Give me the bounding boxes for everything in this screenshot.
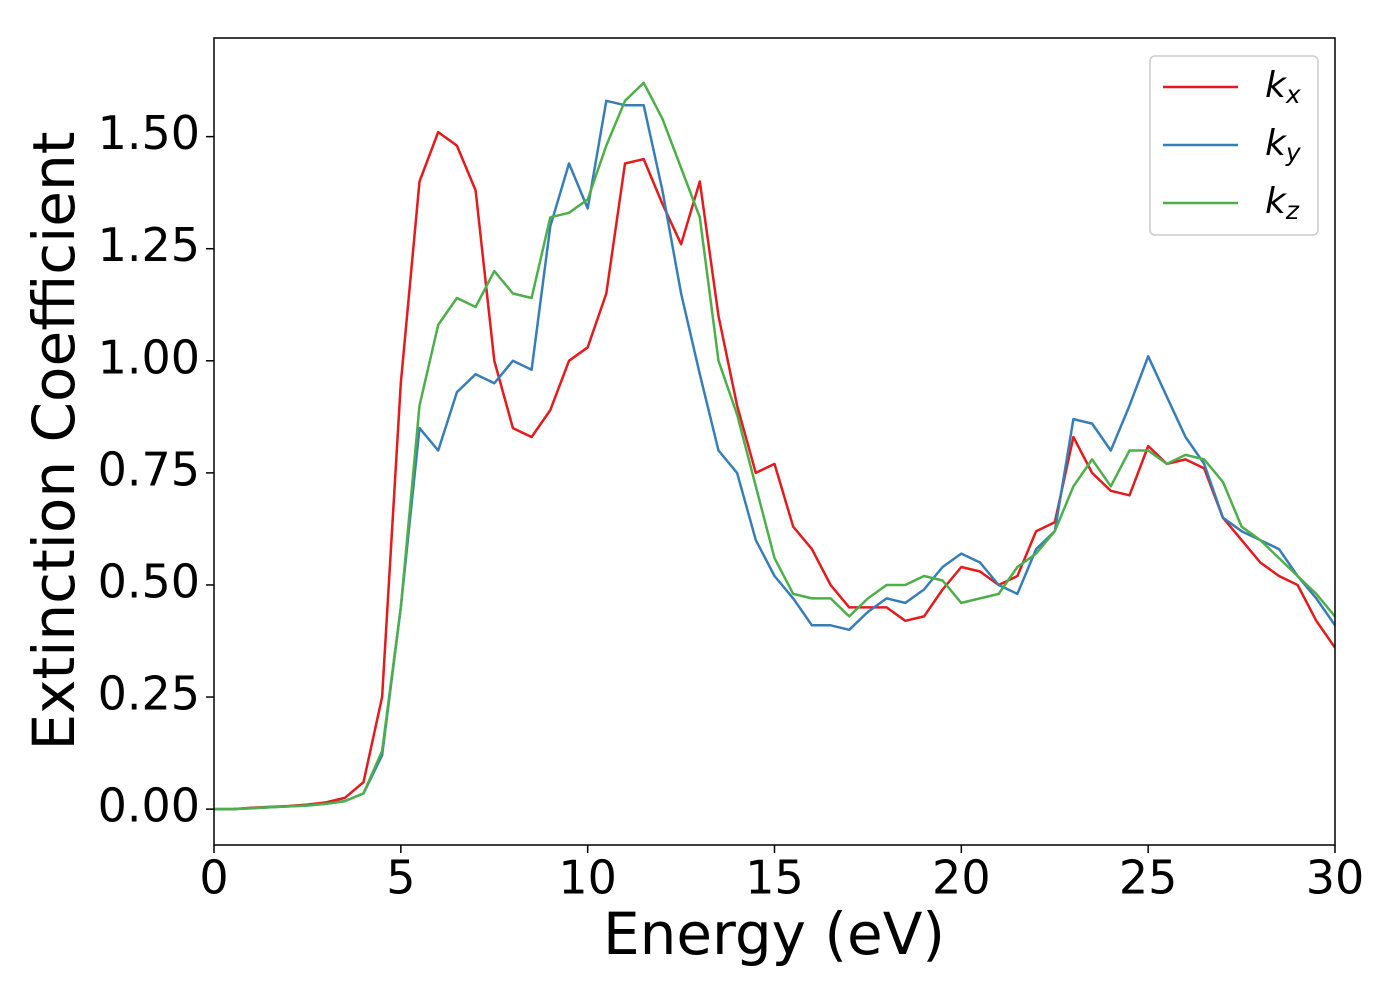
y-tick-label: 1.00 <box>98 330 200 384</box>
x-tick-label: 30 <box>1306 851 1365 905</box>
x-axis-label: Energy (eV) <box>603 900 945 968</box>
x-tick-label: 10 <box>558 851 617 905</box>
legend: kx ky kz <box>1149 55 1319 236</box>
x-tick-label: 25 <box>1119 851 1178 905</box>
y-tick-label: 0.25 <box>98 667 200 721</box>
data-line <box>214 130 1335 811</box>
y-tick-label: 1.50 <box>98 106 200 160</box>
x-tick-label: 15 <box>745 851 804 905</box>
legend-label: kz <box>1265 181 1300 225</box>
plot-frame <box>213 37 1336 846</box>
y-axis-label: Extinction Coefficient <box>20 132 88 751</box>
y-tick-label: 0.75 <box>98 442 200 496</box>
y-tick-label: 0.00 <box>98 779 200 833</box>
x-tick-label: 0 <box>199 851 228 905</box>
legend-label: ky <box>1265 123 1302 167</box>
y-tick-label: 1.25 <box>98 218 200 272</box>
x-tick-label: 5 <box>386 851 415 905</box>
data-line <box>214 81 1335 811</box>
legend-label: kx <box>1265 65 1301 109</box>
x-tick-label: 20 <box>932 851 991 905</box>
y-tick-label: 0.50 <box>98 554 200 608</box>
